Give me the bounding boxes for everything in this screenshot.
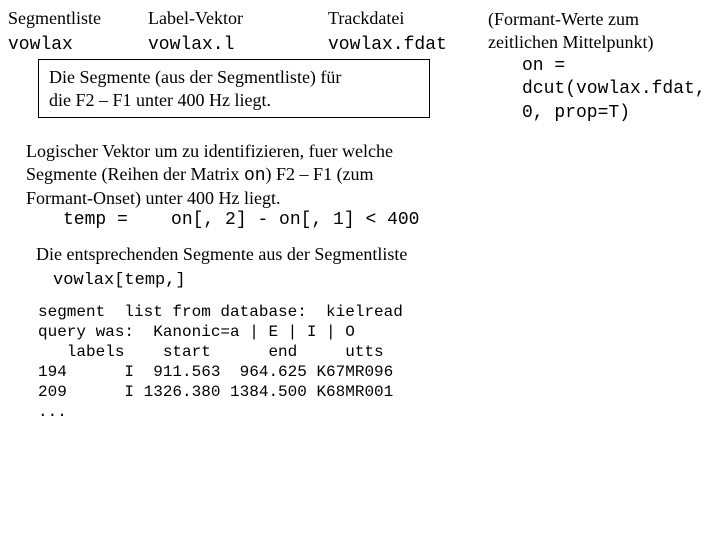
hdr-segmentliste: Segmentliste xyxy=(8,8,148,29)
p1-l2b: on xyxy=(244,166,266,186)
p1-l2c: ) F2 – F1 (zum xyxy=(266,164,374,184)
formant-l1: (Formant-Werte zum xyxy=(488,9,639,29)
val-vowlax-l: vowlax.l xyxy=(148,35,328,55)
p1-l2a: Segmente (Reihen der Matrix xyxy=(26,164,244,184)
output-block: segment list from database: kielread que… xyxy=(38,302,712,422)
box-l1: Die Segmente (aus der Segmentliste) für xyxy=(49,67,341,87)
code-rhs: on[, 2] - on[, 1] < 400 xyxy=(171,210,419,230)
formant-code3: 0, prop=T) xyxy=(488,102,720,125)
p1-l1: Logischer Vektor um zu identifizieren, f… xyxy=(26,141,393,161)
val-vowlax-fdat: vowlax.fdat xyxy=(328,35,478,55)
code-vowlax-temp: vowlax[temp,] xyxy=(53,271,712,290)
hdr-trackdatei: Trackdatei xyxy=(328,8,478,29)
formant-note: (Formant-Werte zum zeitlichen Mittelpunk… xyxy=(488,8,720,125)
paragraph-logischer: Logischer Vektor um zu identifizieren, f… xyxy=(26,140,712,210)
p1-l3: Formant-Onset) unter 400 Hz liegt. xyxy=(26,188,280,208)
code-lhs: temp = xyxy=(63,210,128,230)
code-temp-assign: temp = on[, 2] - on[, 1] < 400 xyxy=(63,210,712,230)
paragraph-entsprechend: Die entsprechenden Segmente aus der Segm… xyxy=(36,244,712,265)
formant-code2: dcut(vowlax.fdat, xyxy=(488,78,720,101)
hdr-labelvektor: Label-Vektor xyxy=(148,8,328,29)
formant-code1: on = xyxy=(488,55,720,78)
box-l2: die F2 – F1 unter 400 Hz liegt. xyxy=(49,90,271,110)
formant-l2: zeitlichen Mittelpunkt) xyxy=(488,32,653,52)
val-vowlax: vowlax xyxy=(8,35,148,55)
boxed-note: Die Segmente (aus der Segmentliste) für … xyxy=(38,59,430,118)
